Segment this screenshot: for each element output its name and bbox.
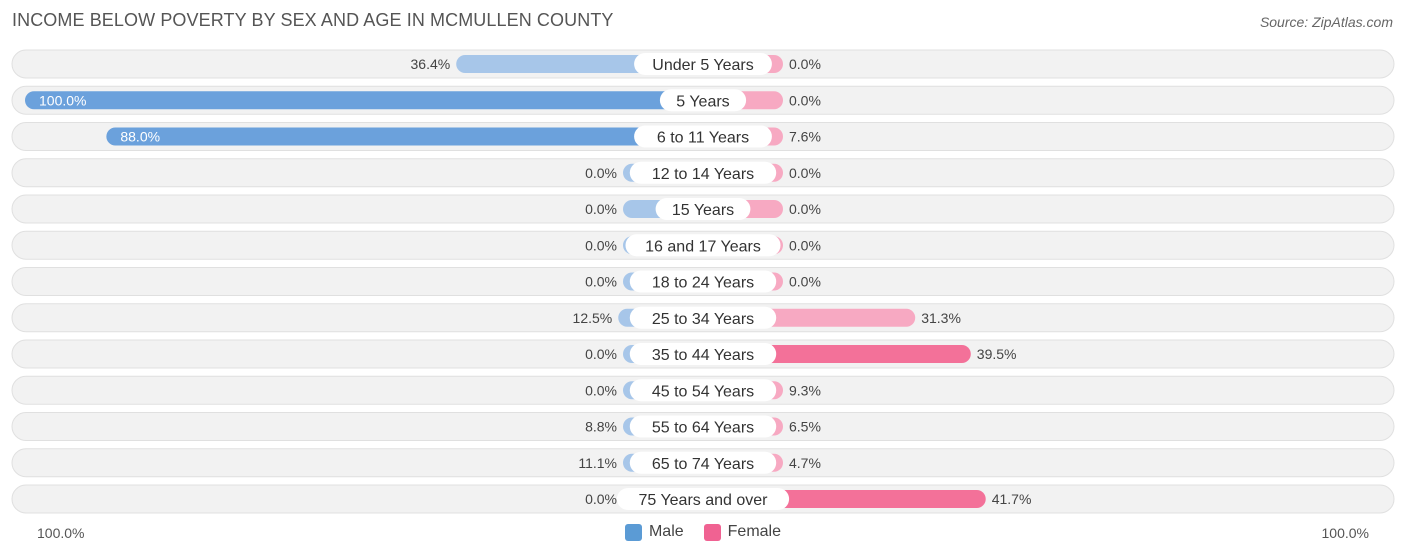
category-label-pill bbox=[629, 161, 777, 184]
legend-label-female: Female bbox=[727, 523, 782, 540]
female-value-label: 0.0% bbox=[789, 237, 821, 253]
legend-item-female: Female bbox=[703, 523, 782, 541]
category-label: 25 to 34 Years bbox=[652, 311, 754, 328]
legend-swatch-male bbox=[624, 523, 642, 541]
category-label: 18 to 24 Years bbox=[652, 275, 754, 292]
male-value-label: 0.0% bbox=[585, 346, 617, 362]
category-label-pill bbox=[659, 89, 747, 112]
category-label: 35 to 44 Years bbox=[652, 347, 754, 364]
male-value-label: 0.0% bbox=[585, 382, 617, 398]
male-value-label: 11.1% bbox=[578, 455, 617, 471]
category-label-pill bbox=[634, 53, 772, 75]
category-label-pill bbox=[629, 343, 777, 365]
female-value-label: 0.0% bbox=[789, 56, 821, 72]
male-value-label: 100.0% bbox=[39, 92, 86, 108]
female-value-label: 41.7% bbox=[992, 491, 1032, 507]
chart-plot-area: 36.4% 0.0% Under 5 Years 100.0% 0.0% 5 Years 8… bbox=[11, 49, 1395, 514]
category-label: 45 to 54 Years bbox=[652, 383, 754, 400]
category-label: 65 to 74 Years bbox=[652, 456, 754, 473]
female-value-label: 4.7% bbox=[789, 455, 821, 471]
category-label: 75 Years and over bbox=[639, 492, 769, 509]
category-label: 55 to 64 Years bbox=[652, 420, 754, 437]
female-value-label: 7.6% bbox=[789, 129, 821, 145]
female-value-label: 31.3% bbox=[921, 310, 961, 326]
female-value-label: 0.0% bbox=[789, 92, 821, 108]
category-label: 5 Years bbox=[676, 93, 729, 110]
category-label-pill bbox=[629, 270, 777, 293]
legend: Male Female bbox=[0, 523, 1406, 541]
category-label-pill bbox=[634, 125, 772, 148]
category-label: 16 and 17 Years bbox=[645, 238, 761, 255]
female-value-label: 0.0% bbox=[789, 274, 821, 290]
male-value-label: 0.0% bbox=[585, 165, 617, 181]
axis-left-label: 100.0% bbox=[37, 525, 85, 541]
source-credit: Source: ZipAtlas.com bbox=[1259, 14, 1393, 30]
male-value-label: 0.0% bbox=[585, 491, 617, 507]
female-value-label: 0.0% bbox=[789, 201, 821, 217]
category-label: 6 to 11 Years bbox=[657, 130, 749, 147]
female-value-label: 39.5% bbox=[977, 346, 1017, 362]
legend-label-male: Male bbox=[648, 523, 684, 540]
male-value-label: 36.4% bbox=[411, 56, 451, 72]
category-label-pill bbox=[655, 198, 751, 220]
male-value-label: 0.0% bbox=[585, 201, 617, 217]
male-bar bbox=[106, 127, 704, 146]
legend-swatch-female bbox=[703, 523, 721, 541]
female-value-label: 9.3% bbox=[789, 382, 821, 398]
legend-item-male: Male bbox=[624, 523, 684, 541]
male-bar bbox=[25, 91, 703, 110]
category-label: 15 Years bbox=[672, 202, 734, 219]
male-value-label: 12.5% bbox=[573, 310, 613, 326]
male-value-label: 0.0% bbox=[585, 274, 617, 290]
chart-title: INCOME BELOW POVERTY BY SEX AND AGE IN M… bbox=[12, 10, 614, 30]
male-value-label: 8.8% bbox=[585, 419, 617, 435]
male-value-label: 88.0% bbox=[120, 129, 160, 145]
category-label-pill bbox=[629, 306, 777, 329]
axis-right-label: 100.0% bbox=[1321, 525, 1369, 541]
female-value-label: 6.5% bbox=[789, 419, 821, 435]
category-label-pill bbox=[629, 379, 777, 402]
category-label-pill bbox=[616, 488, 790, 510]
male-value-label: 0.0% bbox=[585, 237, 617, 253]
category-label: Under 5 Years bbox=[652, 57, 753, 74]
female-value-label: 0.0% bbox=[789, 165, 821, 181]
category-label-pill bbox=[629, 451, 777, 474]
category-label-pill bbox=[629, 415, 777, 438]
category-label-pill bbox=[625, 234, 781, 257]
category-label: 12 to 14 Years bbox=[652, 166, 754, 183]
